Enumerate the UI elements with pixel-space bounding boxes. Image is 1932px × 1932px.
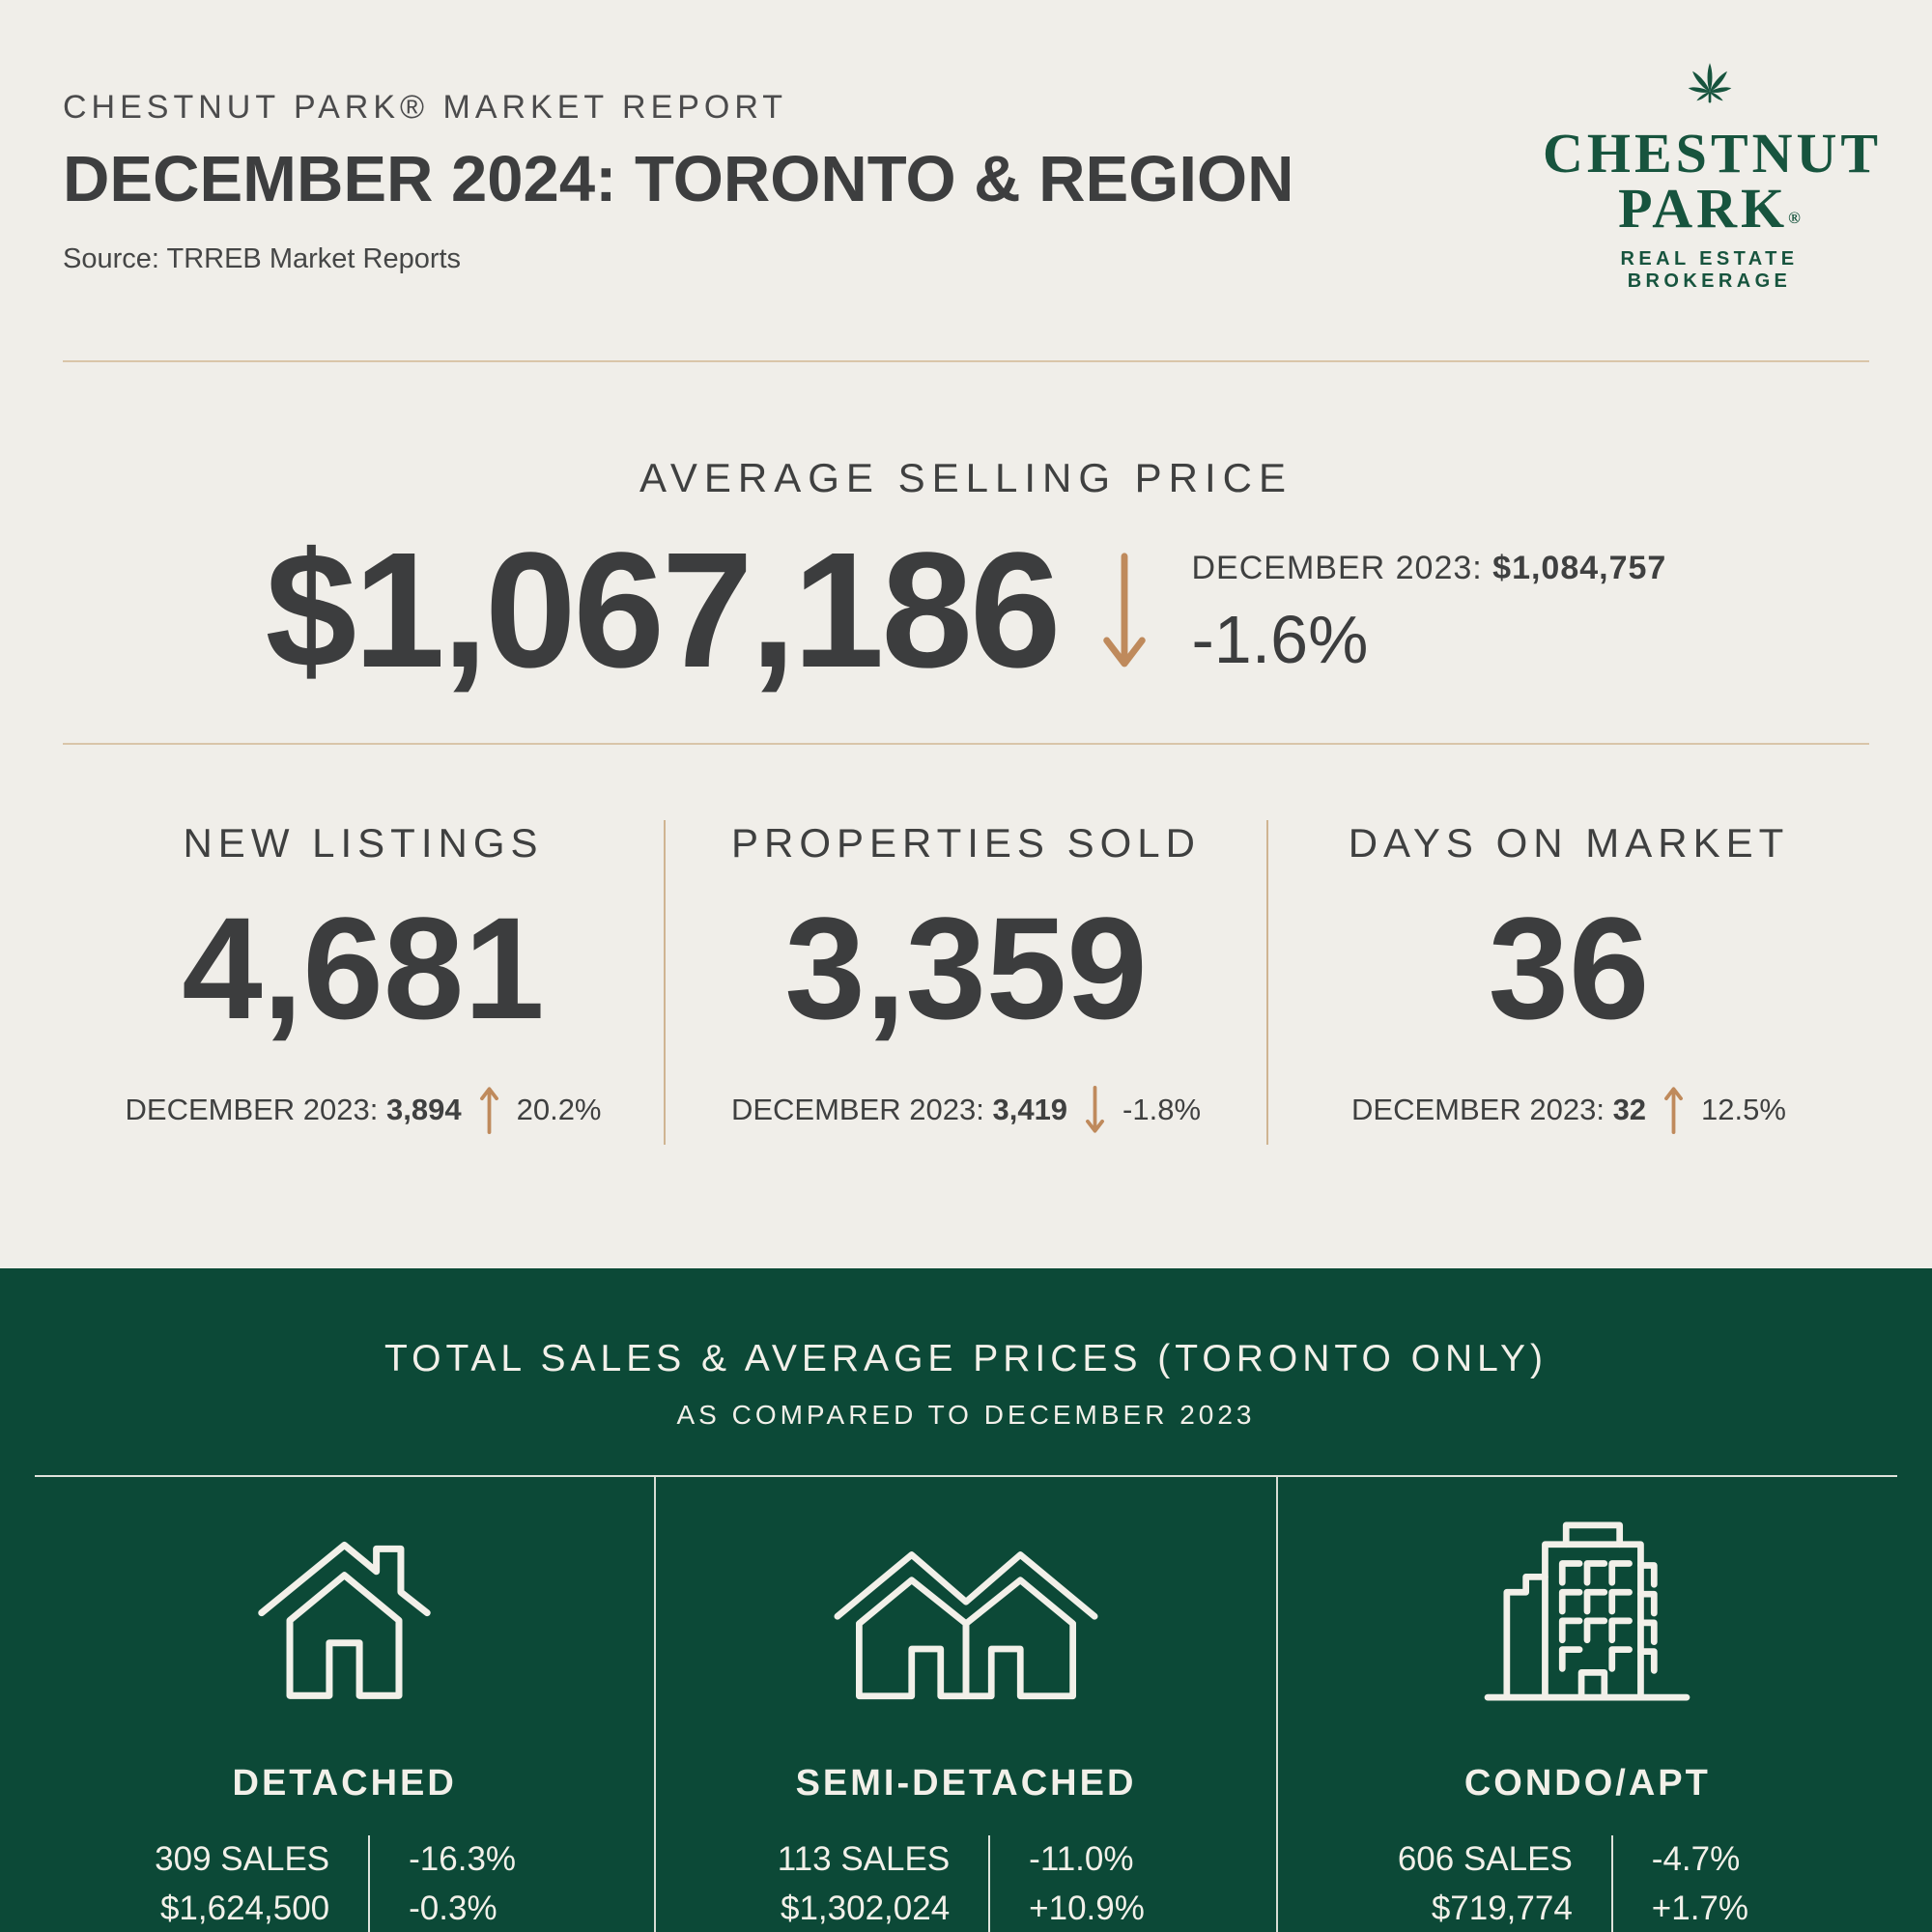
property-type-name: SEMI-DETACHED	[795, 1763, 1137, 1804]
property-type-semi-detached: SEMI-DETACHED 113 SALES $1,302,024 -11.0…	[654, 1477, 1275, 1932]
stat-days-on-market: DAYS ON MARKET 36 DECEMBER 2023: 32 12.5…	[1266, 820, 1869, 1145]
changes: -4.7% +1.7%	[1652, 1835, 1777, 1932]
sales-count: 309 SALES	[155, 1840, 330, 1878]
stat-properties-sold: PROPERTIES SOLD 3,359 DECEMBER 2023: 3,4…	[664, 820, 1266, 1145]
report-kicker: CHESTNUT PARK® MARKET REPORT	[63, 89, 788, 126]
stat-label: NEW LISTINGS	[183, 820, 544, 866]
toronto-section: TOTAL SALES & AVERAGE PRICES (TORONTO ON…	[0, 1268, 1932, 1932]
changes: -11.0% +10.9%	[1029, 1835, 1154, 1932]
down-arrow-icon	[1083, 1085, 1107, 1135]
average-price: $1,624,500	[159, 1889, 330, 1927]
header-text: CHESTNUT PARK® MARKET REPORT DECEMBER 20…	[63, 89, 1869, 275]
stat-change-percent: -1.8%	[1122, 1093, 1202, 1126]
chestnut-park-logo: CHESTNUT PARK® REAL ESTATE BROKERAGE	[1543, 56, 1883, 293]
sales-count: 606 SALES	[1397, 1840, 1573, 1878]
property-type-stats: 309 SALES $1,624,500 -16.3% -0.3%	[35, 1835, 654, 1932]
page-title: DECEMBER 2024: TORONTO & REGION	[63, 143, 1294, 215]
price-comparison-line: DECEMBER 2023: $1,084,757	[1191, 550, 1666, 587]
sales-change-percent: -16.3%	[409, 1840, 517, 1878]
header: CHESTNUT PARK® MARKET REPORT DECEMBER 20…	[0, 0, 1932, 292]
stat-comparison: DECEMBER 2023: 3,894 20.2%	[63, 1085, 664, 1135]
stats-row: NEW LISTINGS 4,681 DECEMBER 2023: 3,894 …	[63, 820, 1869, 1145]
stat-change-percent: 20.2%	[516, 1093, 602, 1126]
sales-change-percent: -11.0%	[1029, 1840, 1134, 1878]
condo-building-icon	[1278, 1514, 1897, 1707]
property-type-stats: 606 SALES $719,774 -4.7% +1.7%	[1278, 1835, 1897, 1932]
average-price-label: AVERAGE SELLING PRICE	[639, 455, 1293, 500]
stat-label: DAYS ON MARKET	[1348, 820, 1790, 866]
logo-tagline: REAL ESTATE BROKERAGE	[1620, 248, 1799, 293]
up-arrow-icon	[477, 1085, 501, 1135]
divider-green	[35, 1475, 1897, 1477]
stat-new-listings: NEW LISTINGS 4,681 DECEMBER 2023: 3,894 …	[63, 820, 664, 1145]
price-change-percent: +10.9%	[1029, 1889, 1145, 1927]
down-arrow-icon	[1094, 550, 1154, 671]
sales-and-price: 606 SALES $719,774	[1398, 1835, 1573, 1932]
average-price-row: $1,067,186 DECEMBER 2023: $1,084,757 -1.…	[0, 528, 1932, 693]
stats-divider	[988, 1835, 991, 1932]
comparison-label: DECEMBER 2023:	[1191, 549, 1483, 586]
stat-value: 3,359	[784, 887, 1148, 1049]
sales-and-price: 113 SALES $1,302,024	[778, 1835, 950, 1932]
average-price-value: $1,067,186	[265, 519, 1062, 702]
logo-wordmark-line2: PARK®	[1618, 177, 1801, 240]
up-arrow-icon	[1662, 1085, 1686, 1135]
stat-change-percent: 12.5%	[1701, 1093, 1786, 1126]
toronto-section-title: TOTAL SALES & AVERAGE PRICES (TORONTO ON…	[384, 1338, 1548, 1379]
property-type-row: DETACHED 309 SALES $1,624,500 -16.3% -0.…	[35, 1477, 1897, 1932]
stat-comparison-text: DECEMBER 2023: 32	[1351, 1093, 1647, 1126]
stat-label: PROPERTIES SOLD	[730, 820, 1201, 866]
chestnut-leaf-icon	[1543, 56, 1876, 124]
stat-comparison: DECEMBER 2023: 32 12.5%	[1268, 1085, 1869, 1135]
average-price-section: AVERAGE SELLING PRICE $1,067,186 DECEMBE…	[0, 362, 1932, 693]
property-type-stats: 113 SALES $1,302,024 -11.0% +10.9%	[656, 1835, 1275, 1932]
price-change-percent: -0.3%	[409, 1889, 497, 1927]
stat-comparison-text: DECEMBER 2023: 3,894	[125, 1093, 462, 1126]
stat-comparison: DECEMBER 2023: 3,419 -1.8%	[666, 1085, 1266, 1135]
source-note: Source: TRREB Market Reports	[63, 243, 462, 274]
detached-house-icon	[35, 1514, 654, 1707]
changes: -16.3% -0.3%	[409, 1835, 534, 1932]
average-price: $719,774	[1431, 1889, 1573, 1927]
registered-mark: ®	[1788, 209, 1801, 227]
price-comparison: DECEMBER 2023: $1,084,757 -1.6%	[1191, 544, 1666, 678]
sales-and-price: 309 SALES $1,624,500	[155, 1835, 329, 1932]
divider-top	[63, 360, 1869, 362]
stats-divider	[1610, 1835, 1613, 1932]
property-type-name: CONDO/APT	[1463, 1763, 1711, 1804]
semi-detached-house-icon	[656, 1514, 1275, 1707]
stat-value: 36	[1488, 887, 1650, 1049]
property-type-detached: DETACHED 309 SALES $1,624,500 -16.3% -0.…	[35, 1477, 654, 1932]
sales-count: 113 SALES	[777, 1840, 951, 1878]
price-change-percent: -1.6%	[1191, 601, 1369, 677]
sales-change-percent: -4.7%	[1651, 1840, 1741, 1878]
price-change-percent: +1.7%	[1651, 1889, 1749, 1927]
property-type-name: DETACHED	[232, 1763, 457, 1804]
stats-divider	[368, 1835, 371, 1932]
property-type-condo-apt: CONDO/APT 606 SALES $719,774 -4.7% +1.7%	[1275, 1477, 1897, 1932]
comparison-value: $1,084,757	[1492, 549, 1667, 586]
divider-middle	[63, 743, 1869, 745]
stat-comparison-text: DECEMBER 2023: 3,419	[730, 1093, 1068, 1126]
stat-value: 4,681	[182, 887, 545, 1049]
logo-wordmark-line1: CHESTNUT	[1543, 122, 1883, 185]
toronto-section-subtitle: AS COMPARED TO DECEMBER 2023	[676, 1400, 1256, 1430]
average-price: $1,302,024	[781, 1889, 951, 1927]
